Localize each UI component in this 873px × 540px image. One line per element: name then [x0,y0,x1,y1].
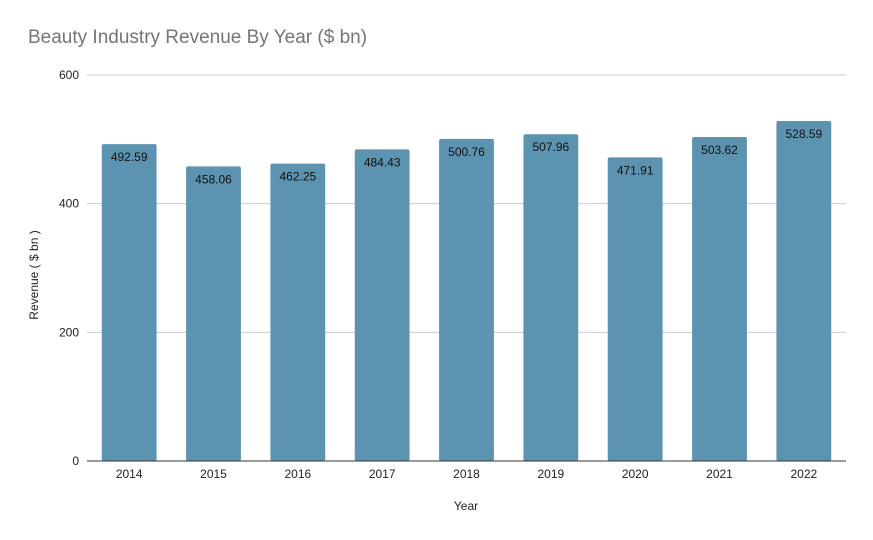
data-label-2015: 458.06 [195,172,232,186]
bar-2014 [101,144,157,461]
data-label-2016: 462.25 [279,170,316,184]
data-label-2022: 528.59 [785,127,822,141]
x-tick-label-2019: 2019 [537,467,564,481]
y-tick-label: 200 [59,325,79,339]
bar-2015 [186,166,241,461]
bar-2016 [270,163,326,461]
bar-2019 [523,134,579,461]
x-tick-label-2015: 2015 [200,467,227,481]
x-tick-label-2017: 2017 [369,467,396,481]
x-axis-title: Year [454,499,478,513]
x-tick-label-2021: 2021 [706,467,733,481]
x-tick-label-2014: 2014 [116,467,143,481]
data-label-2021: 503.62 [701,143,738,157]
y-tick-label: 600 [59,68,79,82]
data-label-2020: 471.91 [617,163,654,177]
bar-2017 [354,149,410,461]
data-label-2018: 500.76 [448,145,485,159]
x-tick-label-2020: 2020 [622,467,649,481]
bar-2021 [692,137,747,462]
x-tick-label-2016: 2016 [284,467,311,481]
x-tick-label-2022: 2022 [790,467,817,481]
data-labels: 492.59 458.06 462.25 484.43 500.76 507.96 471.… [111,127,823,186]
bar-2022 [776,120,832,461]
x-tick-label-2018: 2018 [453,467,480,481]
bar-2020 [607,157,663,461]
x-axis-ticks: 2014 2015 2016 2017 2018 2019 2020 2021 2022 [116,467,818,481]
bar-series [101,120,832,462]
y-axis-title: Revenue ( $ bn ) [27,230,41,319]
y-tick-label: 0 [72,454,79,468]
chart-title: Beauty Industry Revenue By Year ($ bn) [28,27,368,48]
bar-2018 [439,138,494,461]
data-label-2017: 484.43 [364,155,401,169]
y-axis-ticks: 0 200 400 600 [59,68,79,468]
y-tick-label: 400 [59,197,79,211]
data-label-2014: 492.59 [111,150,148,164]
data-label-2019: 507.96 [532,140,569,154]
